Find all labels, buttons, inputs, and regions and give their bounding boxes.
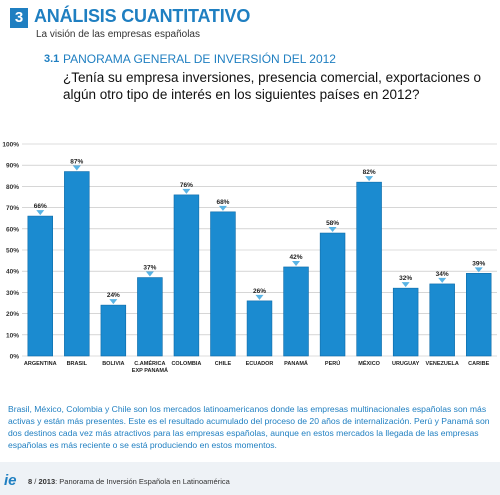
subsection-number: 3.1 [44,53,60,65]
footer-year: 2013 [38,477,56,486]
value-marker [438,277,447,283]
bar [64,171,90,357]
value-marker [401,282,410,288]
y-tick-label: 30% [6,290,19,297]
data-label: 82% [363,169,376,176]
data-label: 87% [70,159,83,166]
x-tick-label: ECUADOR [246,361,274,367]
y-tick-label: 20% [6,311,19,318]
y-tick-label: 0% [10,354,20,361]
publication-title: : Panorama de Inversión Española en Lati… [55,477,230,486]
bar [246,300,273,357]
data-label: 42% [290,254,303,261]
x-tick-label: CARIBE [468,361,489,367]
bar [429,283,455,357]
data-label: 39% [472,260,485,267]
value-marker [145,271,154,277]
bar [466,273,492,357]
chart-footnote: Brasil, México, Colombia y Chile son los… [8,404,490,450]
page-number: 8 [28,477,33,486]
footer-text: 8 / 2013: Panorama de Inversión Española… [28,477,230,486]
data-label: 66% [34,203,47,210]
x-tick-label: ARGENTINA [24,361,57,367]
data-label: 32% [399,275,412,282]
data-label: 24% [107,292,120,299]
survey-question: ¿Tenía su empresa inversiones, presencia… [63,70,481,102]
y-tick-label: 70% [6,205,19,212]
bar [137,277,163,357]
bar [210,211,236,357]
y-tick-label: 50% [6,248,19,255]
section-title: ANÁLISIS CUANTITATIVO [34,6,251,26]
value-marker [36,210,45,216]
data-label: 58% [326,220,339,227]
ie-logo: ie [4,472,17,489]
data-label: 37% [143,265,156,272]
subsection-title: PANORAMA GENERAL DE INVERSIÓN DEL 2012 [63,52,336,66]
value-marker [365,176,374,182]
x-tick-label: C.AMÉRICA [134,359,165,367]
y-tick-label: 80% [6,184,19,191]
bar-chart: 0% 10% 20% 30% 40% 50% 60% 70% 80% 90% 100% 66% ARGE… [2,142,497,374]
x-tick-label: CHILE [215,361,232,367]
value-marker [292,260,301,266]
data-label: 34% [436,271,449,278]
x-tick-label: BRASIL [67,361,88,367]
section-subtitle: La visión de las empresas españolas [36,29,200,40]
bar [27,215,53,357]
value-marker [255,294,264,300]
x-tick-label: PERÚ [325,360,340,367]
x-tick-label: MÉXICO [358,359,380,367]
y-tick-label: 10% [6,332,19,339]
data-label: 68% [216,199,229,206]
x-tick-label: PANAMÁ [284,360,308,367]
y-tick-label: 40% [6,269,19,276]
value-marker [328,227,337,233]
value-marker [72,165,81,171]
bar [392,287,419,357]
data-label: 26% [253,288,266,295]
x-tick-label: EXP PANAMÁ [132,367,168,374]
bar [283,266,309,357]
bar [100,304,127,357]
value-marker [182,188,191,194]
bar [173,194,200,357]
x-tick-label: VENEZUELA [426,361,459,367]
y-tick-label: 60% [6,226,19,233]
section-number: 3 [10,8,28,28]
value-marker [218,205,227,211]
data-label: 76% [180,182,193,189]
x-tick-label: BOLIVIA [102,361,124,367]
x-tick-label: COLOMBIA [171,361,201,367]
y-tick-label: 90% [6,163,19,170]
footer-bar [0,462,500,495]
value-marker [474,267,483,273]
x-tick-label: URUGUAY [392,361,420,367]
bar [319,232,346,357]
bar [356,181,382,357]
y-tick-label: 100% [2,142,19,149]
value-marker [109,299,118,305]
